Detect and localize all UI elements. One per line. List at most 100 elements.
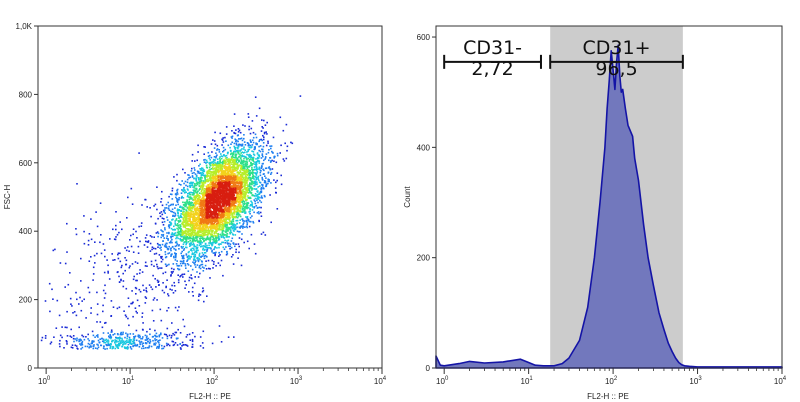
scatter-point [131, 340, 134, 343]
scatter-point [124, 342, 127, 345]
scatter-point [200, 256, 202, 258]
scatter-point [166, 232, 168, 234]
scatter-point [160, 249, 162, 251]
scatter-point [258, 145, 260, 148]
scatter-point [210, 228, 212, 230]
scatter-point [196, 234, 199, 237]
scatter-point [247, 113, 250, 115]
scatter-point [195, 224, 197, 227]
scatter-point [183, 186, 185, 189]
scatter-point [249, 216, 252, 219]
scatter-point [85, 336, 87, 338]
scatter-point [210, 156, 213, 159]
scatter-point [206, 173, 209, 176]
scatter-point [250, 156, 253, 159]
scatter-point [188, 333, 191, 336]
scatter-point [226, 240, 228, 242]
scatter-point [220, 164, 223, 166]
scatter-point [140, 222, 143, 224]
scatter-point [244, 160, 247, 163]
scatter-point [201, 181, 203, 184]
scatter-point [182, 230, 185, 233]
scatter-point [253, 146, 256, 148]
scatter-point [263, 173, 265, 175]
scatter-point [158, 334, 161, 336]
scatter-point [209, 242, 212, 244]
scatter-point [132, 345, 134, 348]
scatter-point [137, 245, 140, 248]
scatter-point [223, 159, 225, 161]
scatter-point [182, 197, 185, 199]
scatter-point [234, 161, 236, 164]
scatter-point [227, 243, 229, 245]
scatter-point [224, 223, 226, 225]
scatter-point [156, 231, 159, 233]
scatter-point [228, 176, 231, 179]
scatter-point [227, 245, 230, 247]
scatter-point [236, 196, 238, 198]
scatter-point [230, 153, 232, 156]
scatter-point [99, 241, 101, 244]
scatter-point [187, 232, 189, 234]
scatter-point [209, 154, 211, 157]
scatter-point [158, 347, 160, 349]
scatter-point [172, 235, 174, 238]
scatter-point [237, 152, 240, 154]
scatter-point [198, 185, 201, 187]
scatter-point [214, 175, 216, 178]
scatter-point [187, 270, 190, 272]
scatter-point [130, 187, 133, 190]
scatter-point [229, 232, 231, 235]
scatter-point [186, 178, 189, 181]
scatter-point [230, 222, 233, 225]
scatter-point [238, 165, 240, 167]
scatter-point [238, 204, 240, 207]
scatter-point [214, 220, 217, 222]
scatter-point [228, 158, 230, 161]
scatter-point [161, 221, 164, 224]
scatter-point [132, 233, 134, 236]
scatter-point [201, 188, 204, 190]
scatter-point [165, 265, 168, 267]
scatter-point [182, 201, 184, 204]
scatter-point [244, 177, 247, 179]
scatter-point [160, 260, 163, 263]
scatter-point [156, 335, 158, 338]
scatter-point [148, 284, 151, 286]
scatter-point [175, 241, 178, 244]
scatter-point [224, 239, 226, 242]
scatter-point [191, 252, 194, 254]
scatter-point [211, 222, 213, 225]
scatter-point [183, 235, 185, 237]
scatter-point [247, 185, 249, 188]
scatter-point [241, 165, 244, 167]
scatter-point [232, 211, 235, 214]
scatter-point [237, 147, 239, 150]
scatter-point [235, 144, 238, 146]
scatter-point [250, 179, 252, 182]
scatter-point [116, 233, 119, 236]
scatter-point [71, 347, 74, 349]
scatter-point [231, 172, 233, 175]
scatter-point [234, 245, 236, 248]
scatter-point [167, 225, 170, 227]
scatter-point [195, 235, 197, 237]
scatter-point [252, 160, 255, 163]
scatter-point [174, 214, 177, 216]
scatter-point [209, 240, 211, 243]
scatter-point [96, 313, 99, 316]
scatter-point [194, 169, 196, 171]
scatter-point [93, 344, 95, 346]
scatter-point [217, 229, 220, 231]
scatter-point [207, 222, 210, 225]
scatter-point [150, 215, 152, 218]
scatter-point [190, 216, 193, 218]
scatter-point [207, 155, 210, 157]
scatter-point [177, 279, 180, 281]
scatter-point [233, 213, 236, 215]
scatter-point [245, 219, 248, 222]
scatter-point [218, 214, 221, 217]
scatter-point [169, 193, 172, 195]
scatter-point [197, 170, 200, 173]
